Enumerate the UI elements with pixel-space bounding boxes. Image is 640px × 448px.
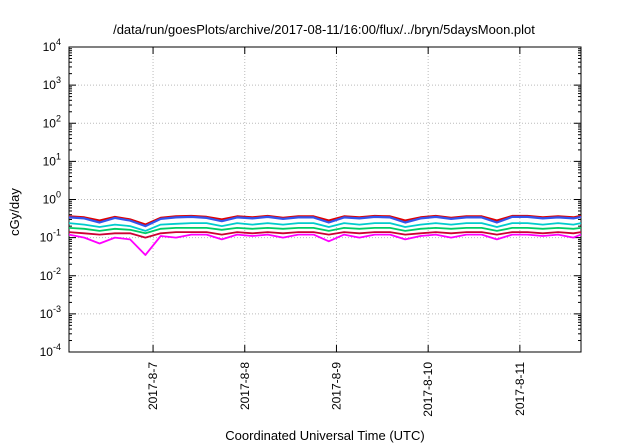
y-tick-label-base: 10 xyxy=(43,40,57,54)
series-line-4 xyxy=(68,222,582,232)
y-tick-label-exponent: -2 xyxy=(53,266,61,276)
chart-title: /data/run/goesPlots/archive/2017-08-11/1… xyxy=(113,22,535,37)
x-tick-label: 2017-8-8 xyxy=(238,362,252,410)
x-tick-label: 2017-8-7 xyxy=(146,362,160,410)
y-axis-label: cGy/day xyxy=(7,188,22,236)
grid xyxy=(69,46,581,353)
x-tick-labels: 2017-8-7 2017-8-8 2017-8-9 2017-8-10 2017-8-… xyxy=(146,362,527,417)
series-lines xyxy=(68,214,582,256)
y-tick-label: 102 xyxy=(43,113,61,130)
y-tick-label: 10-3 xyxy=(40,304,61,321)
y-tick-label-base: 10 xyxy=(40,231,54,245)
x-axis-label: Coordinated Universal Time (UTC) xyxy=(225,428,424,443)
y-tick-label-exponent: 3 xyxy=(56,75,61,85)
x-tick-label: 2017-8-9 xyxy=(329,362,343,410)
y-tick-label-exponent: 2 xyxy=(56,113,61,123)
y-tick-label-base: 10 xyxy=(43,116,57,130)
y-tick-label: 10-4 xyxy=(40,342,61,359)
y-tick-label-exponent: 0 xyxy=(56,190,61,200)
y-tick-label-base: 10 xyxy=(40,307,54,321)
y-tick-label-base: 10 xyxy=(43,193,57,207)
y-tick-label: 104 xyxy=(43,37,61,54)
y-tick-label: 101 xyxy=(43,151,61,168)
series-line-6 xyxy=(68,215,582,228)
series-line-3 xyxy=(68,226,582,235)
y-tick-label-base: 10 xyxy=(43,78,57,92)
series-line-2 xyxy=(68,231,582,239)
x-tick-label: 2017-8-10 xyxy=(421,362,435,417)
y-tick-label: 103 xyxy=(43,75,61,92)
series-line-1 xyxy=(68,233,582,256)
y-tick-label-base: 10 xyxy=(40,269,54,283)
y-tick-label-exponent: -1 xyxy=(53,228,61,238)
y-tick-label-base: 10 xyxy=(40,345,54,359)
y-tick-label-exponent: 1 xyxy=(56,151,61,161)
y-tick-label-exponent: 4 xyxy=(56,37,61,47)
x-tick-label: 2017-8-11 xyxy=(513,362,527,416)
y-tick-label-exponent: -4 xyxy=(53,342,61,352)
tick-marks xyxy=(69,46,581,353)
y-tick-label-exponent: -3 xyxy=(53,304,61,314)
y-tick-label: 10-1 xyxy=(40,228,61,245)
y-tick-label: 100 xyxy=(43,190,61,207)
y-tick-label-base: 10 xyxy=(43,154,57,168)
y-tick-label: 10-2 xyxy=(40,266,61,283)
